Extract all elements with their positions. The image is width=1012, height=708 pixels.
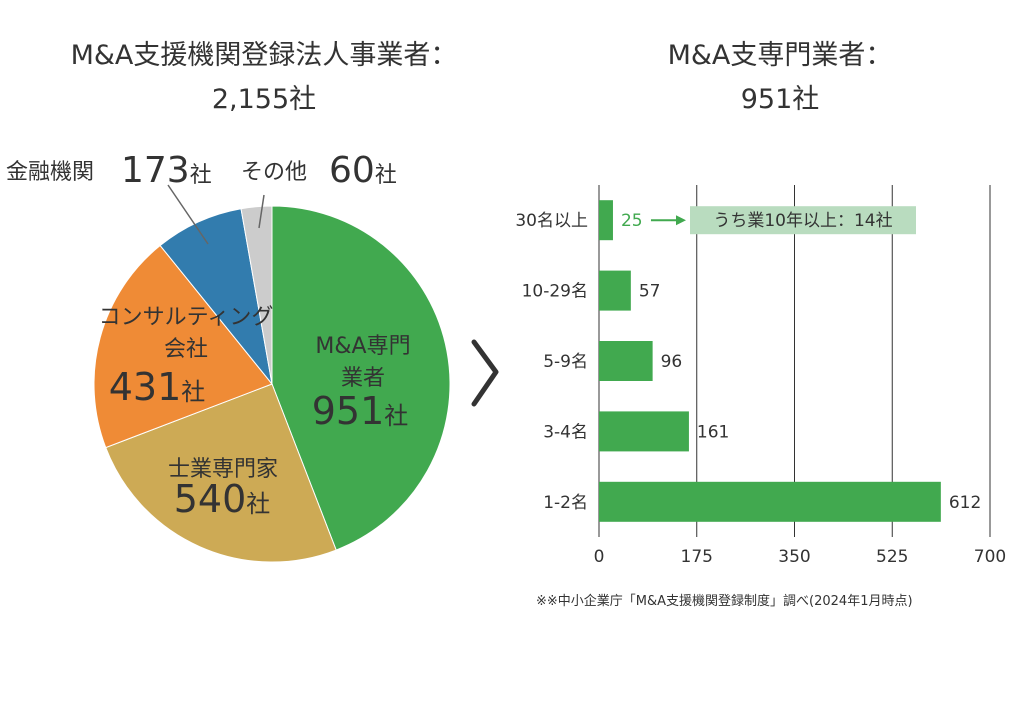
bar bbox=[599, 481, 941, 522]
chevron-right-icon bbox=[471, 339, 499, 407]
pie-slice-label: 士業専門家 bbox=[168, 457, 278, 482]
pie-slice-label: 業者 bbox=[341, 366, 385, 391]
bar-value-label: 612 bbox=[949, 493, 981, 513]
leader-line bbox=[258, 194, 265, 229]
pie-slice-value: 60社 bbox=[329, 150, 397, 191]
right-title-line1: M&A支専門業者： bbox=[667, 40, 893, 71]
bar bbox=[599, 270, 631, 311]
bar-value-label: 161 bbox=[697, 422, 729, 442]
pie-slice-value: 431社 bbox=[109, 365, 206, 409]
y-tick-label: 30名以上 bbox=[515, 211, 588, 231]
pie-slice-label: その他 bbox=[241, 160, 307, 185]
pie-slice bbox=[105, 383, 337, 563]
pie-slice bbox=[93, 244, 273, 449]
pie-slice-value: 173社 bbox=[121, 150, 212, 191]
pie-slice bbox=[159, 208, 273, 385]
pie-slice-label: 金融機関 bbox=[6, 160, 94, 185]
arrow-right-icon bbox=[676, 215, 686, 226]
pie-slice-label: 会社 bbox=[164, 337, 208, 362]
x-tick-label: 0 bbox=[594, 547, 605, 567]
footnote: ※※中小企業庁「M&A支援機関登録制度」調べ(2024年1月時点) bbox=[536, 594, 913, 609]
leader-line bbox=[167, 184, 209, 245]
x-tick-label: 350 bbox=[778, 547, 810, 567]
pie-slice-label: コンサルティング bbox=[99, 305, 274, 330]
pie-slice-label: M&A専門 bbox=[315, 334, 410, 359]
x-tick-label: 525 bbox=[876, 547, 908, 567]
left-chart-title: M&A支援機関登録法人事業者： 2,155社 bbox=[14, 34, 514, 122]
bar-chart: 30名以上 25 うち業10年以上：14社 10-29名 57 5-9名 96 3-4名 161… bbox=[515, 185, 1006, 567]
right-title-line2: 951社 bbox=[740, 84, 820, 115]
y-tick-label: 1-2名 bbox=[543, 493, 588, 513]
bar bbox=[599, 411, 689, 452]
right-chart-title: M&A支専門業者： 951社 bbox=[530, 34, 1012, 122]
bar-value-label: 25 bbox=[621, 211, 643, 231]
bar bbox=[599, 341, 653, 381]
pie-slice bbox=[240, 205, 273, 385]
x-tick-label: 175 bbox=[681, 547, 713, 567]
pie-slice bbox=[271, 205, 451, 551]
annotation-box bbox=[690, 206, 916, 235]
bar bbox=[599, 200, 613, 241]
bar-value-label: 96 bbox=[661, 352, 683, 372]
annotation-text: うち業10年以上：14社 bbox=[713, 211, 892, 231]
bar-value-label: 57 bbox=[639, 282, 661, 302]
x-tick-label: 700 bbox=[974, 547, 1006, 567]
pie-slice-value: 540社 bbox=[174, 477, 271, 521]
y-tick-label: 5-9名 bbox=[543, 352, 588, 372]
left-title-line2: 2,155社 bbox=[211, 84, 317, 115]
left-title-line1: M&A支援機関登録法人事業者： bbox=[70, 40, 458, 71]
y-tick-label: 10-29名 bbox=[522, 282, 588, 302]
pie-slice-value: 951社 bbox=[312, 389, 409, 433]
y-tick-label: 3-4名 bbox=[543, 422, 588, 442]
